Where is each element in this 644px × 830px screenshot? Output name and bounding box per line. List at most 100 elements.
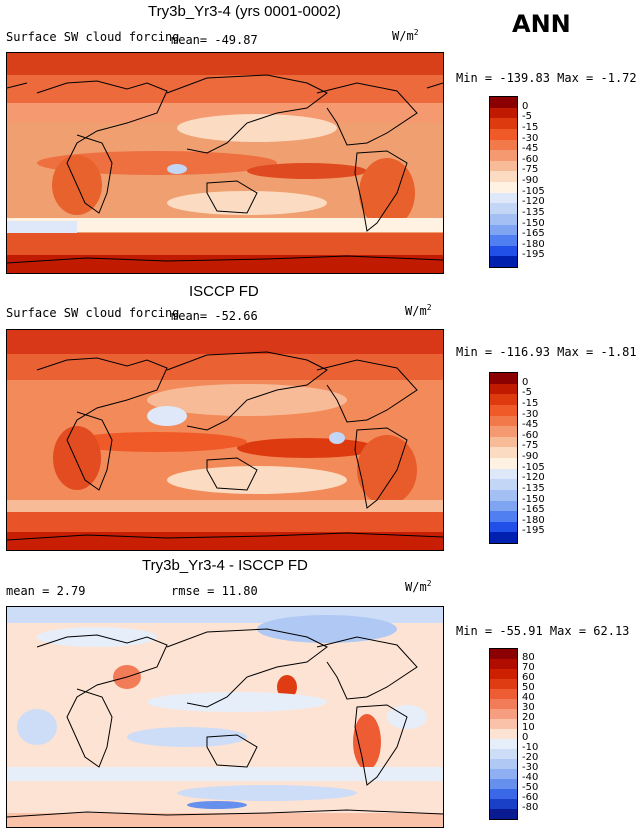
colorbar-segment [490,649,517,659]
colorbar-segment [490,404,517,416]
colorbar-segment [490,128,517,140]
panel-3-colorbar-labels: 80 70 60 50 40 30 20 10 0 -10 -20 -30 -40 -50 -60 -80 [522,648,582,818]
colorbar-tick-label: -45 [522,143,539,155]
panel-1-map-svg [7,53,443,273]
colorbar-tick-label: -90 [522,451,539,462]
colorbar-tick-label: -15 [522,121,539,133]
colorbar-segment [490,426,517,437]
colorbar-tick-label: 30 [522,702,535,713]
colorbar-segment [490,659,517,669]
colorbar-segment [490,489,517,501]
panel-1-variable: Surface SW cloud forcing [6,30,180,44]
panel-2-colorbar-labels: 0 -5 -15 -30 -45 -60 -75 -90 -105 -120 -135 -150 -16… [522,372,582,542]
colorbar-tick-label: -180 [522,238,545,250]
colorbar-tick-label: 0 [522,100,529,112]
colorbar-tick-label: -75 [522,440,539,452]
colorbar-tick-label: -10 [522,742,539,753]
panel-3-minmax: Min = -55.91 Max = 62.13 [456,624,630,638]
panel-2-map [6,329,444,551]
colorbar-segment [490,203,517,214]
panel-1-colorbar-labels: 0 -5 -15 -30 -45 -60 -75 -90 -105 -120 -135 -150 -16… [522,96,582,266]
colorbar-segment [490,171,517,182]
panel-3-map-svg [7,607,443,827]
colorbar-tick-label: -50 [522,782,539,793]
panel-3-rmse: rmse = 11.80 [171,584,258,598]
colorbar-segment [490,669,517,679]
colorbar-segment [490,809,517,819]
colorbar-segment [490,709,517,719]
panel-3-colorbar-segments [490,649,517,819]
colorbar-tick-label: -150 [522,493,545,505]
colorbar-tick-label: -180 [522,514,545,526]
colorbar-segment [490,521,517,533]
colorbar-segment [490,256,517,267]
colorbar-segment [490,245,517,257]
panel-3-mean: mean = 2.79 [6,584,86,598]
colorbar-segment [490,447,517,458]
colorbar-tick-label: -60 [522,792,539,803]
colorbar-segment [490,139,517,151]
colorbar-tick-label: -30 [522,408,539,420]
colorbar-tick-label: -105 [522,461,545,473]
colorbar-tick-label: -30 [522,762,539,773]
colorbar-tick-label: -120 [522,196,545,208]
panel-1-minmax: Min = -139.83 Max = -1.72 [456,71,637,85]
panel-2-title: ISCCP FD [189,283,259,300]
colorbar-segment [490,719,517,729]
colorbar-segment [490,689,517,699]
panel-2-units: W/m2 [405,303,432,318]
colorbar-tick-label: -135 [522,206,545,218]
colorbar-segment [490,235,517,246]
panel-1-mean: mean= -49.87 [171,33,258,47]
colorbar-segment [490,511,517,522]
colorbar-tick-label: -75 [522,164,539,176]
colorbar-tick-label: -20 [522,752,539,763]
colorbar-tick-label: -135 [522,482,545,494]
colorbar-segment [490,739,517,749]
colorbar-segment [490,479,517,490]
panel-2-minmax: Min = -116.93 Max = -1.81 [456,345,637,359]
panel-1-colorbar-segments [490,97,517,267]
colorbar-tick-label: -195 [522,525,545,537]
colorbar-tick-label: -90 [522,175,539,186]
panel-3-map [6,606,444,828]
colorbar-segment [490,679,517,689]
panel-2-map-svg [7,330,443,550]
colorbar-segment [490,394,517,405]
colorbar-segment [490,500,517,512]
colorbar-segment [490,373,517,384]
colorbar-tick-label: 60 [522,672,535,683]
colorbar-tick-label: -30 [522,132,539,144]
colorbar-segment [490,789,517,799]
panel-1-map [6,52,444,274]
panel-2-variable: Surface SW cloud forcing [6,306,180,320]
colorbar-segment [490,213,517,225]
panel-3-colorbar [489,648,518,820]
panel-1-units: W/m2 [392,28,419,43]
colorbar-segment [490,458,517,469]
colorbar-tick-label: -195 [522,249,545,261]
panel-2-colorbar [489,372,518,544]
colorbar-segment [490,729,517,739]
panel-3-units: W/m2 [405,579,432,594]
colorbar-tick-label: -5 [522,111,532,123]
colorbar-tick-label: -165 [522,228,545,240]
colorbar-segment [490,436,517,448]
panel-1-colorbar [489,96,518,268]
panel-2-colorbar-segments [490,373,517,543]
colorbar-segment [490,699,517,709]
colorbar-tick-label: 0 [522,732,529,743]
colorbar-tick-label: 80 [522,652,535,663]
colorbar-tick-label: -80 [522,802,539,813]
colorbar-tick-label: -40 [522,772,539,783]
colorbar-tick-label: 20 [522,712,535,723]
colorbar-tick-label: -165 [522,504,545,516]
colorbar-segment [490,799,517,809]
panel-3-title: Try3b_Yr3-4 - ISCCP FD [142,557,308,574]
colorbar-segment [490,182,517,193]
colorbar-tick-label: 70 [522,662,535,673]
colorbar-tick-label: -60 [522,153,539,165]
colorbar-segment [490,97,517,108]
colorbar-segment [490,150,517,161]
colorbar-tick-label: -150 [522,217,545,229]
